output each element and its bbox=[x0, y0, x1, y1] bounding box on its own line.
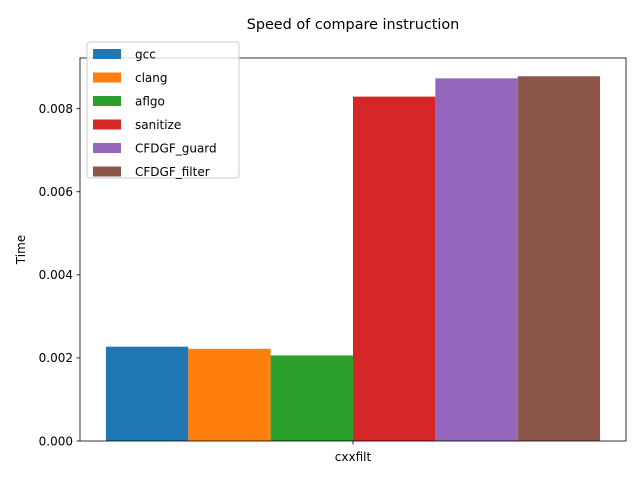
bars-group bbox=[105, 76, 601, 441]
y-tick-label: 0.006 bbox=[39, 185, 73, 199]
bar-cfdgf-guard bbox=[435, 78, 518, 441]
y-axis-title: Time bbox=[14, 235, 28, 265]
bar-cfdgf-filter bbox=[517, 76, 601, 441]
legend-label: aflgo bbox=[135, 94, 165, 108]
y-tick-label: 0.004 bbox=[39, 268, 73, 282]
axes-group: 0.000 0.002 0.004 0.006 0.008 cxxfilt bbox=[39, 57, 627, 464]
y-tick-label: 0.002 bbox=[39, 351, 73, 365]
x-tick-label: cxxfilt bbox=[335, 450, 372, 464]
bar-sanitize bbox=[353, 96, 436, 441]
legend-swatch bbox=[93, 72, 121, 83]
legend-label: CFDGF_guard bbox=[135, 141, 217, 155]
legend-label: sanitize bbox=[135, 118, 181, 132]
legend-label: CFDGF_filter bbox=[135, 165, 210, 179]
legend-swatch bbox=[93, 166, 121, 177]
bar-gcc bbox=[105, 346, 189, 441]
legend-swatch bbox=[93, 49, 121, 59]
legend-label: clang bbox=[135, 71, 168, 85]
y-tick-label: 0.000 bbox=[39, 434, 73, 448]
bar-clang bbox=[188, 348, 271, 441]
bar-aflgo bbox=[270, 355, 353, 441]
chart-title: Speed of compare instruction bbox=[247, 17, 460, 33]
legend-frame bbox=[86, 41, 240, 179]
legend: gcc clang aflgo sanitize CFDGF_guard CFDGF_fi… bbox=[86, 41, 240, 179]
legend-swatch bbox=[93, 119, 121, 130]
legend-label: gcc bbox=[135, 47, 156, 61]
legend-swatch bbox=[93, 143, 121, 153]
legend-swatch bbox=[93, 96, 121, 106]
y-tick-label: 0.008 bbox=[39, 102, 73, 116]
